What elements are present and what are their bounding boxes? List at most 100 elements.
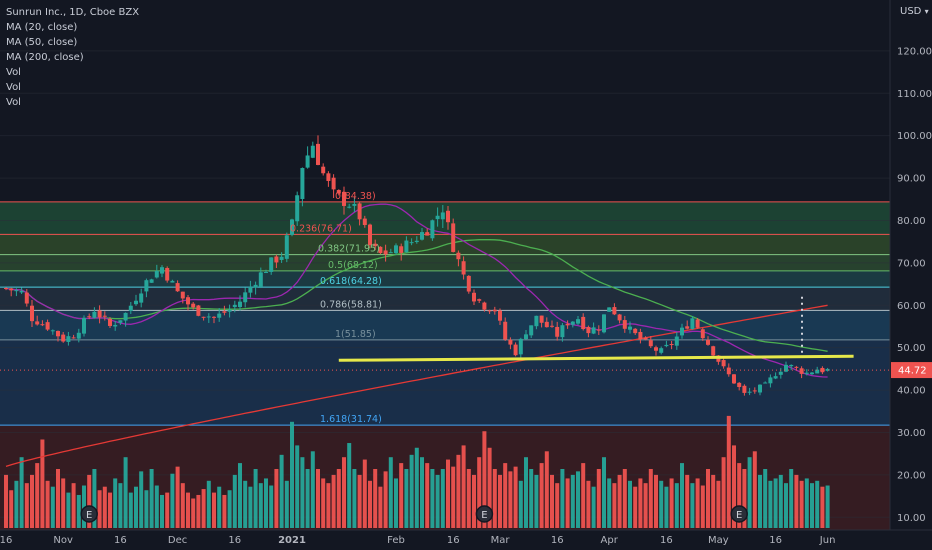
volume-bar — [123, 457, 128, 528]
candle-body — [134, 300, 138, 305]
volume-bar — [383, 471, 388, 528]
volume-bars — [4, 415, 830, 528]
volume-bar — [456, 454, 461, 528]
y-tick-label: 50.00 — [897, 343, 926, 354]
candle-body — [784, 364, 788, 372]
volume-bar — [279, 454, 284, 528]
volume-bar — [794, 474, 799, 528]
x-tick-label: 16 — [769, 535, 782, 546]
candle-body — [810, 372, 814, 375]
volume-bar — [784, 483, 788, 528]
volume-bar — [690, 483, 695, 528]
candle-body — [622, 320, 627, 329]
candle-body — [602, 314, 606, 333]
volume-bar — [633, 486, 638, 528]
y-tick-label: 110.00 — [897, 89, 932, 100]
candle-body — [19, 290, 24, 293]
candle-body — [180, 291, 185, 299]
volume-bar — [763, 469, 768, 528]
candle-body — [76, 332, 81, 339]
candle-body — [40, 324, 45, 326]
volume-bar — [648, 469, 653, 528]
volume-bar — [118, 483, 123, 528]
legend-vol-2[interactable]: Vol — [6, 82, 21, 93]
volume-bar — [529, 469, 534, 528]
volume-bar — [24, 483, 29, 528]
candle-body — [737, 382, 742, 388]
candle-body — [612, 307, 617, 315]
x-tick-label: Dec — [168, 535, 187, 546]
candle-body — [388, 252, 393, 254]
legend-ma20[interactable]: MA (20, close) — [6, 22, 78, 33]
volume-bar — [264, 478, 268, 528]
volume-bar — [154, 485, 159, 528]
legend-ma50[interactable]: MA (50, close) — [6, 37, 78, 48]
currency-selector[interactable]: USD ▾ — [900, 6, 929, 17]
volume-bar — [700, 485, 705, 528]
volume-bar — [45, 480, 50, 528]
candle-body — [212, 316, 216, 318]
candle-body — [815, 369, 820, 374]
candle-body — [175, 283, 180, 292]
earnings-marker[interactable] — [730, 505, 748, 523]
y-tick-label: 40.00 — [897, 386, 926, 397]
last-price-badge — [891, 362, 932, 379]
volume-bar — [508, 471, 513, 528]
candle-body — [596, 329, 601, 331]
candle-body — [560, 325, 565, 338]
volume-bar — [175, 466, 180, 528]
earnings-marker[interactable] — [80, 505, 98, 523]
candle-body — [201, 316, 206, 318]
volume-bar — [238, 463, 242, 528]
legend-vol-1[interactable]: Vol — [6, 67, 21, 78]
candle-body — [487, 310, 492, 312]
candle-body — [638, 331, 643, 340]
candle-body — [513, 344, 518, 356]
volume-bar — [446, 459, 450, 528]
volume-bar — [622, 469, 627, 528]
legend-title[interactable]: Sunrun Inc., 1D, Cboe BZX — [6, 7, 140, 18]
candle-body — [92, 311, 97, 318]
candle-body — [664, 344, 669, 347]
candle-body — [264, 272, 268, 274]
candle-body — [108, 318, 112, 326]
volume-bar — [742, 469, 747, 528]
support-trendline — [338, 354, 854, 362]
ma200-line — [5, 304, 828, 468]
volume-bar — [206, 480, 211, 528]
drawing-overlays — [0, 296, 890, 371]
volume-bar — [752, 451, 757, 528]
candle-body — [35, 321, 40, 325]
earnings-marker[interactable] — [475, 505, 494, 523]
legend-vol-3[interactable]: Vol — [6, 97, 21, 108]
candle-body — [529, 325, 534, 336]
last-price-label: 44.72 — [898, 366, 927, 377]
fib-zone — [0, 270, 890, 288]
candle-body — [773, 376, 778, 379]
volume-bar — [654, 474, 658, 528]
volume-bar — [82, 485, 86, 528]
candle-body — [435, 215, 440, 220]
candle-body — [680, 327, 684, 336]
volume-bar — [440, 469, 445, 528]
fib-label: 0.236(76.71) — [290, 223, 352, 234]
volume-bar — [425, 463, 430, 528]
candle-body — [269, 257, 274, 272]
volume-bar — [71, 483, 76, 528]
candle-body — [310, 145, 315, 158]
x-tick-label: Nov — [53, 535, 73, 546]
legend-ma200[interactable]: MA (200, close) — [6, 52, 84, 63]
volume-bar — [258, 483, 263, 528]
candle-body — [804, 372, 809, 374]
y-tick-label: 60.00 — [897, 301, 926, 312]
volume-bar — [565, 478, 570, 528]
candle-body — [71, 337, 76, 339]
candle-body — [456, 252, 461, 260]
candle-body — [518, 338, 523, 355]
candle-body — [258, 272, 263, 287]
volume-bar — [40, 439, 45, 528]
x-tick-label: 16 — [447, 535, 460, 546]
